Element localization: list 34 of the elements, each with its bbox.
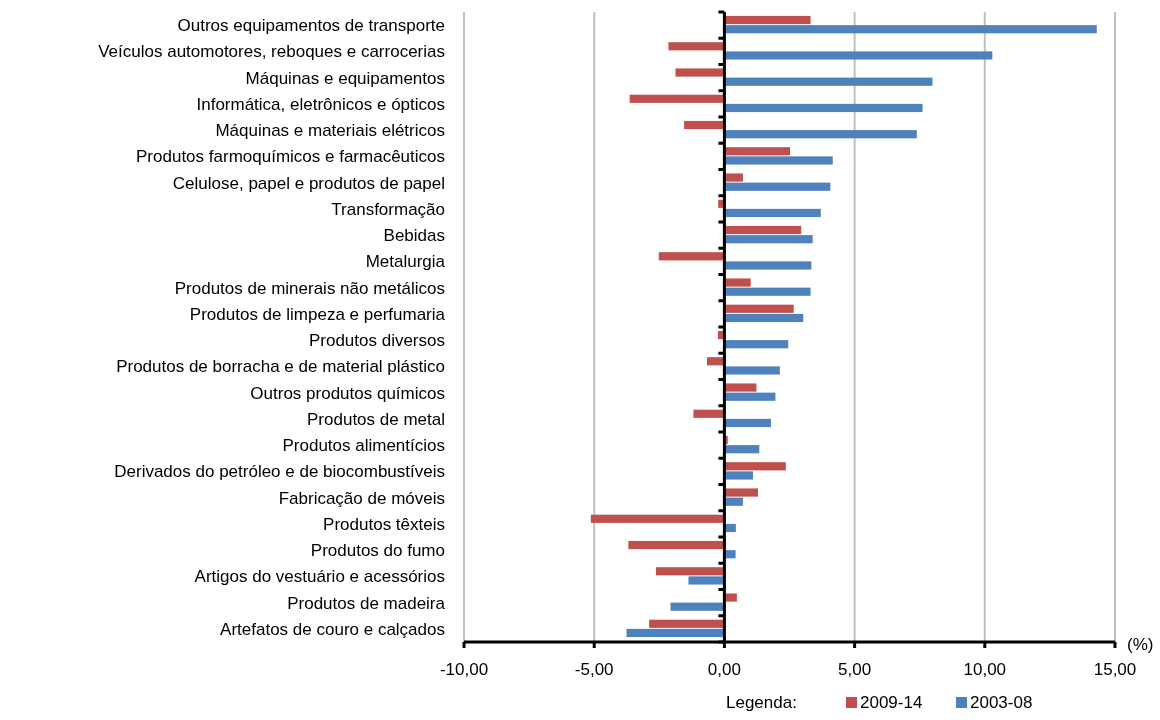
y-tick-label: Artefatos de couro e calçados — [220, 619, 445, 639]
y-tick-label: Bebidas — [383, 226, 445, 246]
legend-title: Legenda: — [726, 693, 797, 712]
x-tick-label: 0,00 — [707, 660, 741, 679]
x-tick-label: -5,00 — [574, 660, 614, 679]
legend-label: 2003-08 — [970, 693, 1033, 712]
y-tick-label: Fabricação de móveis — [278, 488, 445, 508]
y-tick-label: Produtos farmoquímicos e farmacêuticos — [136, 147, 445, 167]
y-tick-label: Metalurgia — [365, 252, 446, 272]
y-tick-label: Transformação — [331, 199, 445, 219]
y-tick-label: Celulose, papel e produtos de papel — [172, 173, 445, 193]
y-tick-label: Informática, eletrônicos e ópticos — [196, 94, 445, 114]
y-tick-label: Produtos do fumo — [310, 541, 445, 561]
y-tick-label: Artigos do vestuário e acessórios — [194, 567, 445, 587]
x-tick-label: 10,00 — [963, 660, 1007, 679]
y-tick-label: Outros equipamentos de transporte — [177, 16, 445, 36]
y-tick-label: Produtos de madeira — [287, 593, 446, 613]
y-tick-label: Produtos diversos — [308, 331, 445, 351]
y-tick-label: Produtos de metal — [307, 409, 445, 429]
y-tick-label: Veículos automotores, reboques e carrocerias — [98, 42, 445, 62]
y-tick-label: Outros produtos químicos — [250, 383, 445, 403]
y-tick-label: Máquinas e equipamentos — [245, 68, 445, 88]
y-tick-label: Produtos de borracha e de material plástico — [116, 357, 445, 377]
x-tick-label: -10,00 — [439, 660, 489, 679]
x-tick-label: 5,00 — [838, 660, 872, 679]
y-tick-label: Derivados do petróleo e de biocombustíveis — [114, 462, 445, 482]
x-tick-label: 15,00 — [1093, 660, 1137, 679]
y-tick-label: Máquinas e materiais elétricos — [215, 121, 445, 141]
legend-label: 2009-14 — [860, 693, 923, 712]
y-tick-label: Produtos de minerais não metálicos — [174, 278, 445, 298]
x-axis-title: (%) — [1127, 635, 1154, 654]
y-tick-label: Produtos alimentícios — [282, 436, 445, 456]
y-tick-label: Produtos têxteis — [323, 514, 445, 534]
y-tick-label: Produtos de limpeza e perfumaria — [189, 304, 446, 324]
